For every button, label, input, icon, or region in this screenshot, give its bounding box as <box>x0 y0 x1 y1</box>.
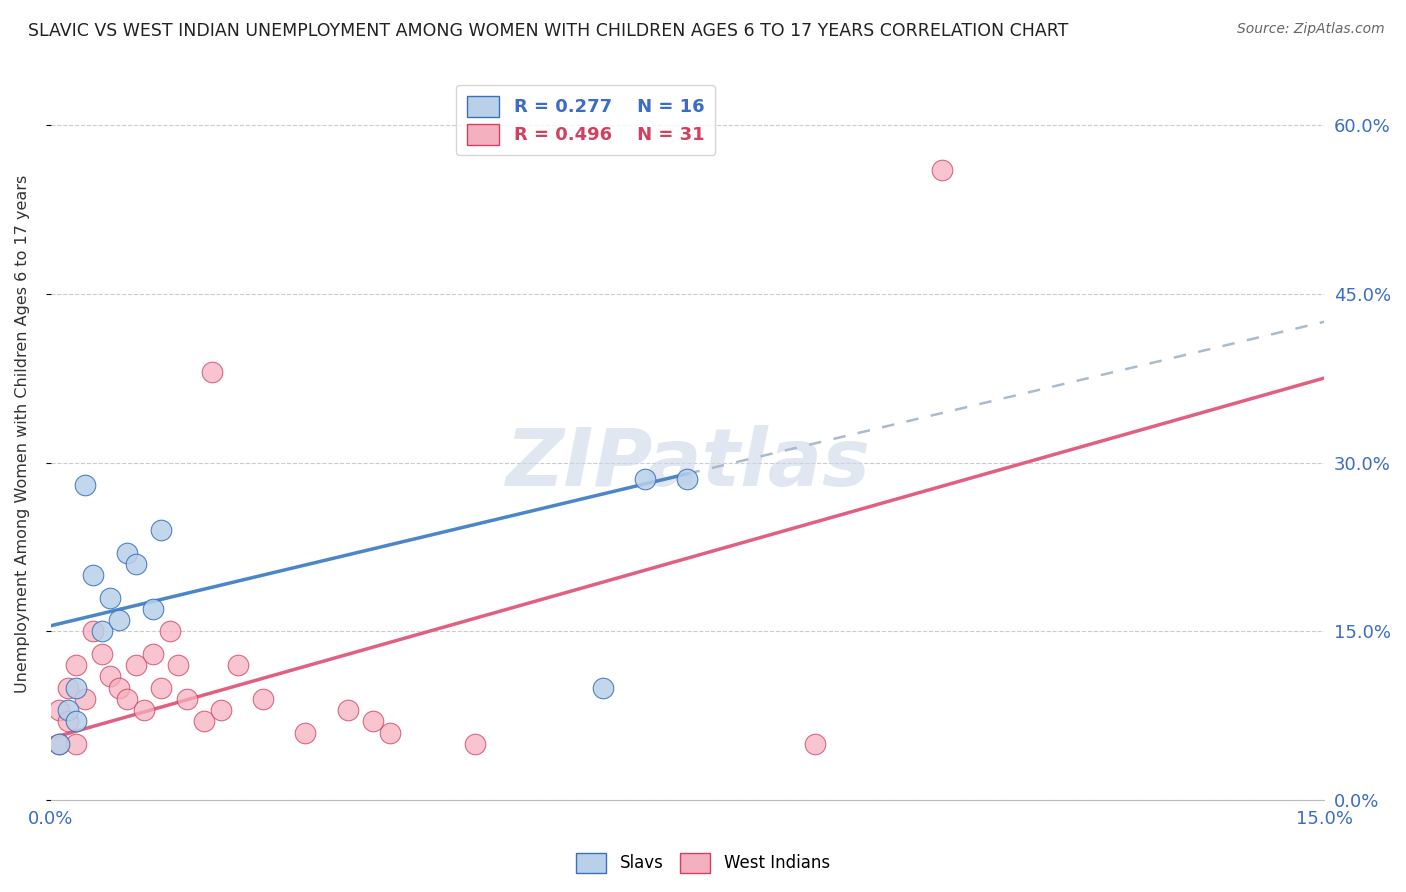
Point <box>65 681 87 695</box>
Point <box>464 737 486 751</box>
Point <box>380 725 402 739</box>
Point <box>134 703 156 717</box>
Point <box>107 613 129 627</box>
Point <box>48 703 70 717</box>
Point <box>294 725 316 739</box>
Point <box>167 658 190 673</box>
Point <box>82 568 104 582</box>
Point <box>90 624 112 639</box>
Point <box>142 647 165 661</box>
Point <box>201 366 224 380</box>
Point <box>150 523 173 537</box>
Point <box>676 472 699 486</box>
Point <box>226 658 249 673</box>
Point <box>82 624 104 639</box>
Point <box>107 681 129 695</box>
Point <box>65 737 87 751</box>
Point <box>65 658 87 673</box>
Point <box>252 692 274 706</box>
Point <box>804 737 827 751</box>
Point <box>56 703 79 717</box>
Point <box>142 602 165 616</box>
Point <box>125 557 148 571</box>
Point <box>336 703 359 717</box>
Y-axis label: Unemployment Among Women with Children Ages 6 to 17 years: Unemployment Among Women with Children A… <box>15 175 30 693</box>
Point <box>90 647 112 661</box>
Legend: R = 0.277    N = 16, R = 0.496    N = 31: R = 0.277 N = 16, R = 0.496 N = 31 <box>456 85 716 155</box>
Point <box>592 681 614 695</box>
Point <box>931 162 953 177</box>
Point <box>176 692 198 706</box>
Point <box>48 737 70 751</box>
Point <box>56 714 79 729</box>
Text: ZIPatlas: ZIPatlas <box>505 425 870 502</box>
Legend: Slavs, West Indians: Slavs, West Indians <box>569 847 837 880</box>
Point <box>98 669 121 683</box>
Point <box>125 658 148 673</box>
Point <box>65 714 87 729</box>
Text: Source: ZipAtlas.com: Source: ZipAtlas.com <box>1237 22 1385 37</box>
Point <box>634 472 657 486</box>
Point <box>363 714 385 729</box>
Point <box>150 681 173 695</box>
Point <box>193 714 215 729</box>
Point <box>98 591 121 605</box>
Point <box>159 624 181 639</box>
Text: SLAVIC VS WEST INDIAN UNEMPLOYMENT AMONG WOMEN WITH CHILDREN AGES 6 TO 17 YEARS : SLAVIC VS WEST INDIAN UNEMPLOYMENT AMONG… <box>28 22 1069 40</box>
Point <box>115 692 138 706</box>
Point <box>56 681 79 695</box>
Point <box>115 545 138 559</box>
Point <box>209 703 232 717</box>
Point <box>48 737 70 751</box>
Point <box>73 692 96 706</box>
Point <box>73 478 96 492</box>
